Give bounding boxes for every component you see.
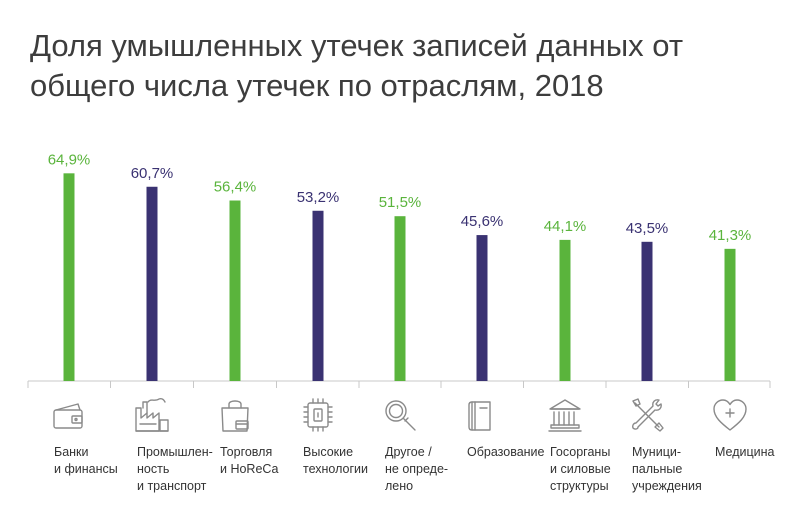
- category-label: Промышлен-ность и транспорт: [137, 445, 213, 493]
- bar: [229, 200, 241, 381]
- bar: [312, 210, 324, 381]
- category-label: Муници-пальные учреждения: [632, 445, 702, 493]
- government-building-icon: [544, 394, 586, 436]
- wallet-icon: [48, 394, 90, 436]
- data-label: 45,6%: [461, 213, 504, 230]
- bar: [146, 186, 158, 381]
- data-label: 56,4%: [214, 179, 257, 196]
- bar: [63, 173, 75, 381]
- category-label: Медицина: [715, 445, 775, 459]
- tools-icon: [626, 394, 668, 436]
- chart-title: Доля умышленных утечек записей данных от…: [30, 28, 684, 103]
- heart-cross-icon: [709, 394, 751, 436]
- category-label: Образование: [467, 445, 545, 459]
- data-label: 44,1%: [544, 218, 587, 235]
- category-label: Другое / не опреде-лено: [385, 445, 449, 493]
- data-label: 51,5%: [379, 194, 422, 211]
- magnifier-icon: [379, 394, 421, 436]
- data-label: 64,9%: [48, 151, 91, 168]
- bar: [641, 241, 653, 381]
- category-label: Банки и финансы: [54, 445, 118, 476]
- category-label: Высокие технологии: [303, 445, 369, 476]
- bar: [476, 235, 488, 381]
- data-label: 53,2%: [297, 189, 340, 206]
- category-label: Госорганы и силовые структуры: [550, 445, 611, 493]
- data-label: 43,5%: [626, 220, 669, 237]
- factory-icon: [131, 394, 173, 436]
- data-label: 41,3%: [709, 227, 752, 244]
- bar: [394, 216, 406, 381]
- microchip-icon: [297, 394, 339, 436]
- book-icon: [461, 394, 503, 436]
- shopping-bag-icon: [214, 394, 256, 436]
- bar: [559, 239, 571, 381]
- category-label: Торговля и HoReCa: [220, 445, 279, 476]
- bar: [724, 248, 736, 381]
- data-label: 60,7%: [131, 165, 174, 182]
